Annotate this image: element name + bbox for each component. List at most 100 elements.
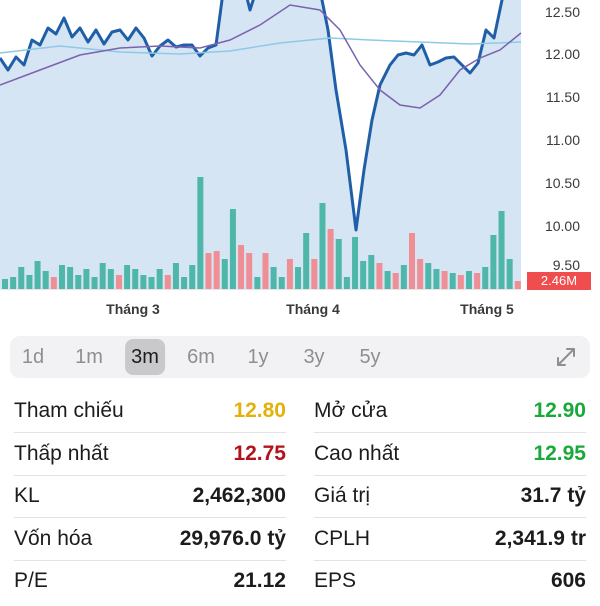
volume-bar [433,269,440,289]
range-option-3y[interactable]: 3y [303,346,325,368]
volume-bar [91,277,98,289]
volume-bar [34,261,41,289]
stat-open-price: Mở cửa 12.90 [314,396,586,436]
volume-bar [67,267,74,289]
y-tick-label: 10.00 [544,218,580,234]
divider [314,432,586,433]
month-label: Tháng 5 [460,301,514,317]
stat-value: 12.95 [533,442,586,465]
ma-long-line [0,37,522,55]
stat-label: KL [14,484,40,507]
volume-bar [295,267,302,289]
stat-trade-value: Giá trị 31.7 tỷ [314,481,586,521]
divider [314,475,586,476]
volume-bar [115,275,122,289]
volume-bar [449,273,456,289]
volume-bar [83,269,90,289]
volume-bar [172,263,179,289]
volume-bar [2,279,8,289]
volume-bar [506,259,513,289]
volume-bar [360,261,367,289]
price-line [0,0,504,232]
stat-value: 31.7 tỷ [520,484,586,507]
volume-bar [514,281,521,289]
volume-bar [262,253,269,289]
volume-bar [148,277,155,289]
volume-bar [107,269,114,289]
stat-value: 2,462,300 [192,484,286,507]
stat-value: 29,976.0 tỷ [179,527,286,550]
range-option-6m[interactable]: 6m [187,346,215,368]
stat-value: 21.12 [233,569,286,592]
volume-bar [254,277,261,289]
volume-bar [164,275,171,289]
volume-bar [278,277,285,289]
stat-label: Tham chiếu [14,399,124,422]
volume-bar [50,277,57,289]
divider [314,560,586,561]
stat-pe: P/E 21.12 [14,566,286,606]
y-tick-label: 10.50 [544,175,580,191]
price-chart[interactable]: 12.50 12.00 11.50 11.00 10.50 10.00 9.50… [0,0,600,330]
volume-bar [352,237,359,289]
volume-bar [10,277,17,289]
volume-bar [26,275,33,289]
expand-icon[interactable] [554,345,578,369]
volume-bar [400,265,407,289]
volume-bar [156,269,163,289]
volume-bar [303,233,310,289]
divider [314,517,586,518]
stat-label: Thấp nhất [14,442,109,465]
volume-bar [197,177,204,289]
stat-value: 606 [550,569,586,592]
stat-label: EPS [314,569,357,592]
volume-bar [327,229,334,289]
stat-value: 12.80 [233,399,286,422]
volume-bar [42,271,49,289]
volume-bar [368,255,375,289]
price-chart-svg [0,0,600,290]
range-option-1d[interactable]: 1d [21,346,45,368]
ma-short-line [0,4,522,109]
month-label: Tháng 3 [106,301,160,317]
volume-bar [457,275,464,289]
volume-bar [132,269,139,289]
volume-bar [319,203,326,289]
volume-bar [465,271,472,289]
price-area [0,0,521,290]
volume-bar [213,251,220,289]
stat-label: Mở cửa [314,399,388,422]
range-option-3m[interactable]: 3m [125,339,165,375]
volume-bar [246,253,253,289]
axis-background [521,0,600,290]
stat-low-price: Thấp nhất 12.75 [14,439,286,479]
volume-bar [409,233,415,289]
volume-bar [238,245,245,289]
divider [14,517,286,518]
stat-market-cap: Vốn hóa 29,976.0 tỷ [14,524,286,564]
y-tick-label: 12.50 [544,4,580,20]
range-option-1m[interactable]: 1m [75,346,103,368]
stat-label: Giá trị [314,484,371,507]
divider [14,560,286,561]
range-option-5y[interactable]: 5y [359,346,381,368]
volume-bar [140,275,147,289]
stat-value: 2,341.9 tr [494,527,586,550]
y-tick-label: 9.50 [552,257,580,273]
volume-bar [229,209,236,289]
stat-eps: EPS 606 [314,566,586,606]
y-tick-label: 11.50 [546,89,580,105]
range-option-1y[interactable]: 1y [247,346,269,368]
time-range-selector: 1d 1m 3m 6m 1y 3y 5y [10,336,590,378]
divider [14,432,286,433]
volume-bar [376,263,383,289]
volume-bar [205,253,212,289]
volume-bar [425,263,432,289]
y-tick-label: 12.00 [544,46,580,62]
volume-badge: 2.46M [527,272,591,290]
volume-bar [311,259,318,289]
volume-bar [181,277,188,289]
volume-bar [99,263,106,289]
volume-bar [474,273,481,289]
volume-bar [441,271,448,289]
